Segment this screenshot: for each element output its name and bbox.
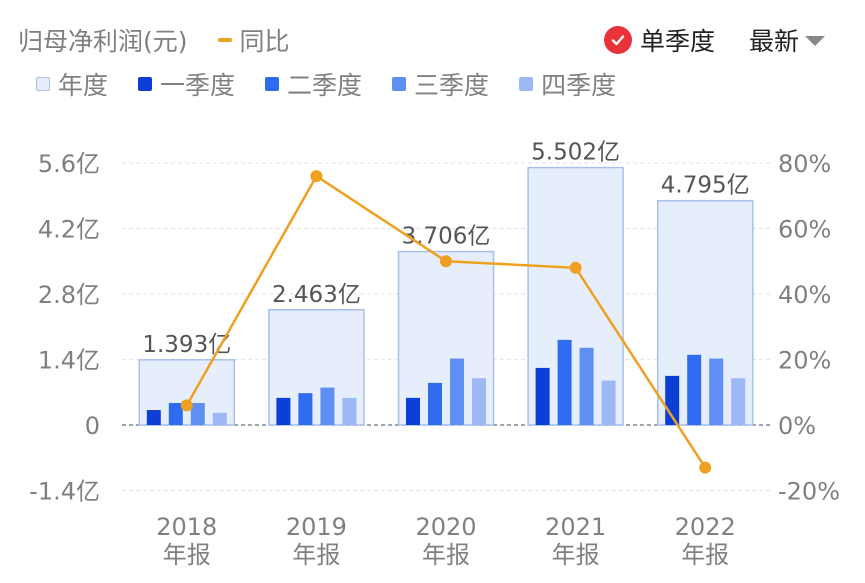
- legend-swatch: [36, 77, 50, 91]
- y-left-tick-label: 2.8亿: [38, 281, 100, 309]
- quarter-bar: [450, 358, 464, 425]
- y-left-tick-label: 1.4亿: [38, 347, 100, 375]
- quarter-bar: [472, 378, 486, 425]
- single-quarter-toggle[interactable]: 单季度: [639, 27, 715, 56]
- y-left-tick-label: 0: [85, 412, 100, 440]
- chart-controls: 单季度 最新: [603, 22, 825, 58]
- yoy-point: [180, 399, 193, 412]
- quarter-bar: [709, 358, 724, 425]
- y-right-tick-label: 60%: [778, 216, 831, 244]
- yoy-point: [440, 255, 452, 268]
- quarter-bar: [146, 410, 161, 425]
- quarter-bar: [428, 382, 442, 425]
- yoy-point: [699, 461, 712, 474]
- yoy-legend-label: 同比: [239, 27, 290, 56]
- quarter-bar: [190, 403, 205, 425]
- quarter-bar: [557, 339, 572, 425]
- quarter-bar: [579, 347, 594, 425]
- x-tick-sublabel: 年报: [681, 541, 729, 569]
- y-left-tick-label: 5.6亿: [38, 150, 100, 178]
- legend-swatch: [138, 77, 153, 91]
- legend-item-q2[interactable]: 二季度: [265, 66, 362, 102]
- annual-value-label: 4.795亿: [661, 173, 750, 199]
- yoy-point: [310, 170, 323, 183]
- y-right-tick-label: 80%: [778, 150, 831, 178]
- legend-label: 四季度: [541, 71, 617, 100]
- yoy-line-swatch: [217, 38, 232, 42]
- x-tick-label: 2019: [286, 513, 347, 541]
- x-tick-label: 2021: [545, 513, 606, 541]
- chevron-down-icon[interactable]: [805, 36, 825, 46]
- legend-swatch: [519, 77, 534, 91]
- quarter-bar: [601, 380, 616, 425]
- annual-value-label: 3.706亿: [402, 224, 491, 250]
- legend-item-q4[interactable]: 四季度: [519, 66, 616, 102]
- x-tick-label: 2018: [156, 513, 217, 541]
- check-icon[interactable]: [603, 26, 632, 54]
- quarter-bar: [320, 387, 335, 425]
- legend-item-annual[interactable]: 年度: [36, 66, 108, 102]
- quarter-bar: [276, 397, 291, 425]
- legend-label: 年度: [58, 71, 109, 100]
- chart-legend: 年度 一季度 二季度 三季度 四季度: [36, 66, 646, 102]
- quarter-bar: [687, 354, 702, 425]
- y-right-tick-label: -20%: [778, 478, 840, 506]
- quarter-bar: [406, 397, 420, 425]
- quarter-bar: [298, 393, 313, 425]
- x-tick-sublabel: 年报: [422, 541, 470, 569]
- x-tick-sublabel: 年报: [552, 541, 600, 569]
- annual-value-label: 2.463亿: [272, 282, 361, 308]
- legend-item-q3[interactable]: 三季度: [392, 66, 489, 102]
- quarter-bar: [212, 412, 227, 425]
- yoy-point: [569, 261, 582, 274]
- x-tick-label: 2020: [415, 513, 476, 541]
- quarter-bar: [535, 367, 550, 425]
- annual-value-label: 1.393亿: [142, 332, 231, 358]
- annual-value-label: 5.502亿: [531, 140, 620, 166]
- x-tick-sublabel: 年报: [163, 541, 211, 569]
- legend-label: 一季度: [160, 71, 236, 100]
- y-right-tick-label: 40%: [778, 281, 831, 309]
- chart-title: 归母净利润(元): [18, 27, 188, 56]
- quarter-bar: [731, 378, 746, 425]
- quarter-bar: [342, 397, 357, 425]
- yoy-legend[interactable]: 同比: [217, 22, 290, 58]
- legend-label: 二季度: [287, 71, 363, 100]
- quarter-bar: [168, 403, 183, 425]
- y-right-tick-label: 20%: [778, 347, 831, 375]
- y-right-tick-label: 0%: [778, 412, 816, 440]
- legend-swatch: [265, 77, 280, 91]
- y-left-tick-label: 4.2亿: [38, 216, 100, 244]
- legend-label: 三季度: [414, 71, 490, 100]
- period-select[interactable]: 最新: [748, 27, 799, 56]
- legend-item-q1[interactable]: 一季度: [138, 66, 235, 102]
- y-left-tick-label: -1.4亿: [29, 478, 100, 506]
- legend-swatch: [392, 77, 407, 91]
- chart-header: 归母净利润(元) 同比: [18, 22, 290, 58]
- x-tick-sublabel: 年报: [292, 541, 340, 569]
- x-tick-label: 2022: [675, 513, 736, 541]
